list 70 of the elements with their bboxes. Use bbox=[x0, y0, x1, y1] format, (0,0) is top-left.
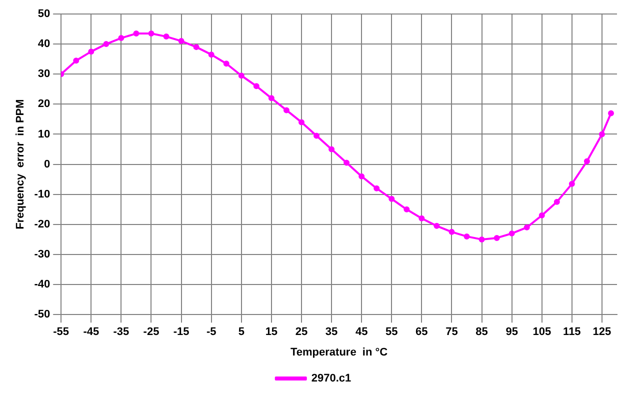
x-tick-label: 75 bbox=[446, 326, 458, 338]
y-tick-label: -50 bbox=[34, 308, 50, 321]
point bbox=[358, 173, 365, 180]
point bbox=[554, 198, 560, 205]
point bbox=[494, 234, 500, 241]
x-tick-label: 85 bbox=[476, 326, 488, 338]
y-tick-label: -20 bbox=[34, 218, 50, 230]
point bbox=[404, 206, 410, 212]
point bbox=[538, 212, 545, 218]
y-tick-label: -10 bbox=[34, 188, 50, 200]
x-tick-label: 125 bbox=[592, 326, 612, 338]
point bbox=[524, 224, 530, 230]
y-tick-label: 30 bbox=[38, 68, 50, 80]
y-tick-label: -40 bbox=[34, 278, 50, 291]
x-tick-label: -55 bbox=[53, 326, 70, 338]
x-tick-label: 15 bbox=[265, 326, 278, 338]
point bbox=[163, 34, 170, 40]
point bbox=[178, 38, 184, 44]
legend-label: 2970.c1 bbox=[311, 372, 352, 385]
y-tick-label: 10 bbox=[38, 128, 50, 140]
y-tick-label: -30 bbox=[34, 248, 50, 261]
y-axis-title: Frequency error in PPM bbox=[14, 99, 27, 230]
point bbox=[448, 228, 455, 235]
point bbox=[103, 41, 110, 48]
point bbox=[283, 107, 290, 114]
x-tick-label: -25 bbox=[143, 326, 160, 338]
point bbox=[584, 158, 590, 164]
point bbox=[238, 72, 244, 79]
x-tick-label: 25 bbox=[295, 326, 308, 338]
x-tick-label: 115 bbox=[563, 326, 581, 338]
y-tick-label: 20 bbox=[38, 98, 50, 110]
point bbox=[253, 83, 260, 90]
x-tick-label: 65 bbox=[416, 326, 428, 338]
point bbox=[374, 185, 380, 192]
x-tick-label: 55 bbox=[386, 326, 398, 338]
point bbox=[118, 35, 124, 42]
x-tick-label: -45 bbox=[83, 326, 100, 338]
point bbox=[298, 119, 304, 126]
point bbox=[193, 44, 200, 50]
point bbox=[508, 230, 515, 236]
point bbox=[464, 233, 470, 240]
x-axis-title: Temperature in °C bbox=[290, 346, 388, 358]
point bbox=[314, 132, 320, 139]
x-tick-label: -35 bbox=[113, 326, 130, 338]
point bbox=[88, 48, 94, 55]
x-tick-label: -5 bbox=[206, 326, 216, 338]
y-tick-label: 40 bbox=[38, 38, 50, 50]
y-tick-label: 50 bbox=[38, 8, 50, 20]
point bbox=[268, 95, 274, 102]
point bbox=[328, 146, 335, 152]
point bbox=[148, 30, 154, 37]
x-tick-label: 45 bbox=[355, 326, 368, 338]
point bbox=[73, 58, 80, 64]
point bbox=[208, 52, 214, 58]
x-tick-label: 105 bbox=[532, 326, 552, 338]
point bbox=[478, 236, 485, 242]
point bbox=[598, 131, 605, 138]
x-tick-label: 5 bbox=[238, 326, 244, 338]
point bbox=[133, 30, 140, 37]
point bbox=[388, 196, 395, 202]
point bbox=[223, 60, 230, 67]
point bbox=[418, 215, 425, 222]
point bbox=[434, 222, 440, 229]
x-tick-label: 95 bbox=[506, 326, 518, 338]
point bbox=[568, 180, 575, 187]
point bbox=[608, 110, 614, 116]
x-tick-label: 35 bbox=[325, 326, 338, 338]
x-tick-label: -15 bbox=[173, 326, 190, 338]
point bbox=[344, 160, 350, 166]
y-tick-label: 0 bbox=[44, 158, 50, 170]
